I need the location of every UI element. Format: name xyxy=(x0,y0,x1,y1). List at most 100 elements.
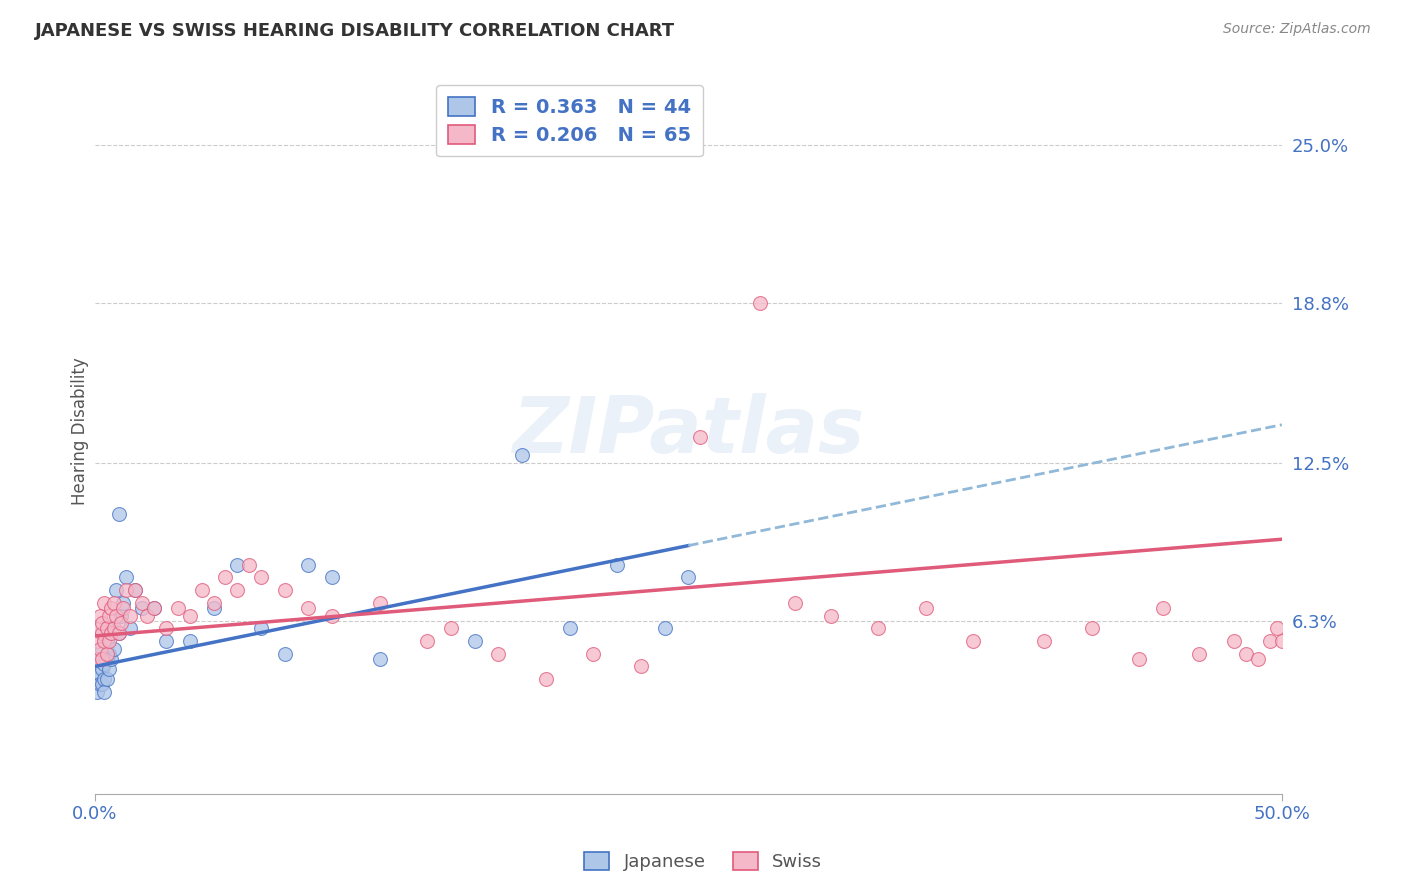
Point xyxy=(1265,621,1288,635)
Point xyxy=(98,634,121,648)
Point xyxy=(321,608,343,623)
Point xyxy=(486,647,509,661)
Point xyxy=(1033,634,1056,648)
Point xyxy=(238,558,260,572)
Point xyxy=(155,634,177,648)
Point xyxy=(654,621,676,635)
Point xyxy=(89,667,111,681)
Point xyxy=(131,596,153,610)
Point xyxy=(89,652,111,666)
Point xyxy=(368,652,391,666)
Point xyxy=(96,652,118,666)
Point xyxy=(93,634,115,648)
Point xyxy=(107,626,129,640)
Point xyxy=(914,601,936,615)
Point xyxy=(1258,634,1281,648)
Point xyxy=(1271,634,1294,648)
Point xyxy=(93,685,115,699)
Point xyxy=(114,570,136,584)
Point xyxy=(297,601,319,615)
Point xyxy=(96,672,118,686)
Point xyxy=(678,570,700,584)
Point xyxy=(202,601,225,615)
Point xyxy=(136,608,159,623)
Point xyxy=(226,558,249,572)
Point xyxy=(89,677,111,691)
Point xyxy=(274,583,297,598)
Point xyxy=(105,608,128,623)
Point xyxy=(582,647,605,661)
Point xyxy=(110,616,132,631)
Point xyxy=(190,583,212,598)
Point xyxy=(143,601,166,615)
Point xyxy=(1223,634,1246,648)
Point xyxy=(464,634,486,648)
Point xyxy=(96,634,118,648)
Point xyxy=(785,596,807,610)
Point xyxy=(630,659,652,673)
Text: Source: ZipAtlas.com: Source: ZipAtlas.com xyxy=(1223,22,1371,37)
Point xyxy=(112,596,135,610)
Point xyxy=(86,634,108,648)
Point xyxy=(96,647,118,661)
Point xyxy=(606,558,628,572)
Y-axis label: Hearing Disability: Hearing Disability xyxy=(72,357,89,505)
Point xyxy=(103,596,125,610)
Point xyxy=(167,601,190,615)
Point xyxy=(131,601,153,615)
Point xyxy=(962,634,984,648)
Point xyxy=(534,672,557,686)
Point xyxy=(368,596,391,610)
Point xyxy=(98,647,121,661)
Point xyxy=(155,621,177,635)
Point xyxy=(89,641,111,656)
Point xyxy=(297,558,319,572)
Point xyxy=(179,634,201,648)
Point xyxy=(100,601,122,615)
Point xyxy=(112,601,135,615)
Legend: Japanese, Swiss: Japanese, Swiss xyxy=(576,846,830,879)
Point xyxy=(86,685,108,699)
Point xyxy=(868,621,890,635)
Legend: R = 0.363   N = 44, R = 0.206   N = 65: R = 0.363 N = 44, R = 0.206 N = 65 xyxy=(436,86,703,156)
Point xyxy=(440,621,463,635)
Point xyxy=(89,608,111,623)
Point xyxy=(96,621,118,635)
Point xyxy=(250,621,273,635)
Point xyxy=(1081,621,1104,635)
Point xyxy=(90,662,112,676)
Point xyxy=(1234,647,1257,661)
Point xyxy=(689,430,711,444)
Point xyxy=(86,652,108,666)
Point xyxy=(100,652,122,666)
Point xyxy=(100,626,122,640)
Point xyxy=(93,672,115,686)
Point xyxy=(214,570,236,584)
Point xyxy=(86,672,108,686)
Point xyxy=(107,626,129,640)
Point xyxy=(124,583,146,598)
Point xyxy=(90,677,112,691)
Point xyxy=(416,634,439,648)
Point xyxy=(98,608,121,623)
Point xyxy=(110,608,132,623)
Point xyxy=(120,608,142,623)
Point xyxy=(1188,647,1211,661)
Point xyxy=(90,626,112,640)
Point xyxy=(1247,652,1270,666)
Point xyxy=(1128,652,1150,666)
Point xyxy=(120,621,142,635)
Text: JAPANESE VS SWISS HEARING DISABILITY CORRELATION CHART: JAPANESE VS SWISS HEARING DISABILITY COR… xyxy=(35,22,675,40)
Point xyxy=(105,583,128,598)
Point xyxy=(274,647,297,661)
Point xyxy=(179,608,201,623)
Point xyxy=(93,596,115,610)
Point xyxy=(98,662,121,676)
Point xyxy=(226,583,249,598)
Point xyxy=(107,507,129,521)
Point xyxy=(100,621,122,635)
Point xyxy=(90,641,112,656)
Point xyxy=(93,657,115,671)
Point xyxy=(321,570,343,584)
Point xyxy=(748,295,770,310)
